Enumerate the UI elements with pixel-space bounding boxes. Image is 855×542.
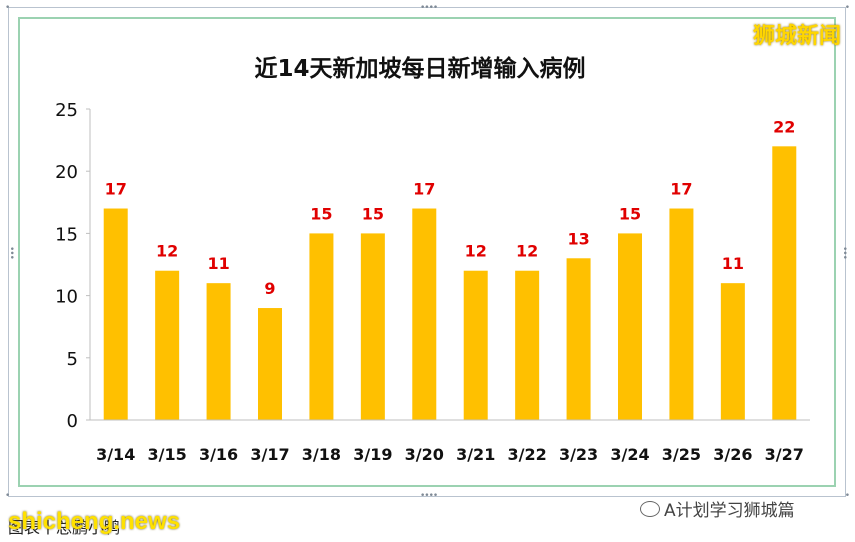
- y-tick-label: 0: [67, 411, 78, 432]
- data-label: 15: [362, 204, 384, 223]
- x-tick-label: 3/21: [456, 445, 495, 464]
- y-tick-label: 25: [55, 100, 78, 121]
- site-watermark: shicheng.news: [8, 508, 181, 535]
- bar-3-23: [566, 258, 591, 420]
- resize-handle-top[interactable]: ••••: [420, 3, 438, 13]
- bars-group: 17 12 11 9 15 15 17 12 12 13 15 17 11 22: [103, 117, 797, 420]
- data-label: 15: [310, 204, 332, 223]
- resize-handle-left[interactable]: •••: [6, 246, 16, 259]
- x-tick-label: 3/25: [662, 445, 701, 464]
- x-tick-label: 3/23: [559, 445, 598, 464]
- data-label: 17: [105, 180, 127, 199]
- bar-3-24: [618, 233, 642, 420]
- y-tick-label: 5: [67, 349, 78, 370]
- bar-3-26: [720, 283, 745, 420]
- x-axis: 3/14 3/15 3/16 3/17 3/18 3/19 3/20 3/21 3/22 3/23…: [90, 419, 810, 464]
- x-tick-label: 3/24: [610, 445, 649, 464]
- bar-3-18: [309, 233, 334, 420]
- x-tick-label: 3/27: [765, 445, 804, 464]
- x-tick-label: 3/22: [508, 445, 547, 464]
- data-label: 12: [465, 242, 487, 261]
- bar-3-17: [258, 308, 282, 420]
- x-tick-label: 3/17: [250, 445, 289, 464]
- y-tick-label: 15: [55, 224, 78, 245]
- x-tick-label: 3/20: [405, 445, 444, 464]
- x-tick-label: 3/16: [199, 445, 238, 464]
- x-tick-label: 3/26: [713, 445, 752, 464]
- data-label: 22: [773, 117, 795, 136]
- data-label: 17: [413, 180, 435, 199]
- bar-3-22: [515, 270, 540, 420]
- x-tick-label: 3/15: [148, 445, 187, 464]
- data-label: 17: [670, 180, 692, 199]
- wechat-icon: [640, 500, 660, 517]
- data-label: 12: [156, 242, 178, 261]
- x-tick-label: 3/19: [353, 445, 392, 464]
- data-label: 12: [516, 242, 538, 261]
- wechat-account-name: A计划学习狮城篇: [664, 501, 795, 521]
- bar-3-21: [463, 270, 488, 420]
- y-tick-label: 10: [55, 287, 78, 308]
- bar-3-15: [155, 270, 180, 420]
- bar-3-25: [669, 208, 694, 420]
- data-label: 13: [567, 229, 589, 248]
- x-tick-label: 3/14: [96, 445, 135, 464]
- resize-handle-bottom-right[interactable]: •: [844, 491, 850, 501]
- resize-handle-top-right[interactable]: •: [844, 3, 850, 13]
- resize-handle-right[interactable]: •••: [839, 246, 849, 259]
- resize-handle-bottom[interactable]: ••••: [420, 491, 438, 501]
- resize-handle-bottom-left[interactable]: •: [5, 491, 10, 501]
- resize-handle-top-left[interactable]: •: [5, 3, 10, 13]
- data-label: 11: [207, 254, 229, 273]
- y-axis: 0 5 10 15 20 25: [55, 100, 91, 432]
- footer-credit: 图表丨总鹏小鸭: [8, 518, 121, 537]
- wechat-account: A计划学习狮城篇: [640, 496, 795, 521]
- brand-logo-text: 狮城新闻: [752, 23, 841, 49]
- bar-3-14: [103, 208, 128, 420]
- chart-title: 近14天新加坡每日新增输入病例: [254, 55, 585, 82]
- data-label: 9: [264, 279, 275, 298]
- bar-3-20: [412, 208, 437, 420]
- bar-3-19: [360, 233, 385, 420]
- data-label: 15: [619, 204, 641, 223]
- data-label: 11: [722, 254, 744, 273]
- bar-3-16: [206, 283, 231, 420]
- bar-3-27: [772, 146, 797, 420]
- y-tick-label: 20: [55, 162, 78, 183]
- x-tick-label: 3/18: [302, 445, 341, 464]
